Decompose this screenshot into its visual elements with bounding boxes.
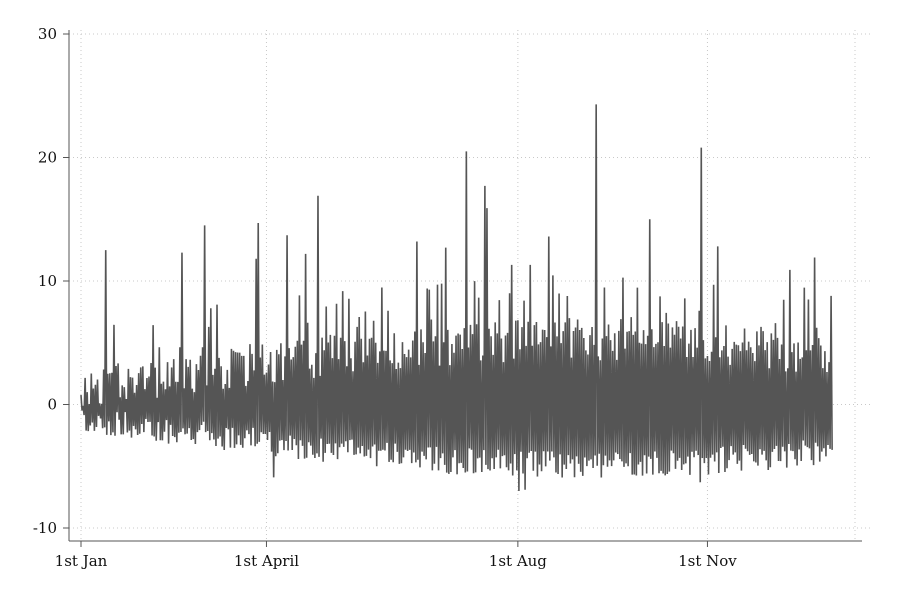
series-line — [80, 104, 833, 491]
x-tick-label: 1st Aug — [489, 552, 548, 570]
axes — [68, 30, 862, 542]
y-tick-label: 20 — [38, 149, 57, 167]
y-tick-label: 30 — [38, 25, 57, 43]
y-tick-label: -10 — [33, 519, 57, 537]
y-tick-label: 10 — [38, 272, 57, 290]
x-tick-label: 1st Nov — [678, 552, 737, 570]
series-layer — [80, 104, 833, 491]
x-tick-label: 1st Jan — [55, 552, 108, 570]
gridlines — [69, 30, 872, 541]
y-tick-group: -10 0 10 20 30 — [33, 25, 69, 537]
y-tick-label: 0 — [47, 396, 57, 414]
x-tick-group: 1st Jan 1st April 1st Aug 1st Nov — [55, 541, 737, 570]
x-tick-label: 1st April — [234, 552, 299, 570]
